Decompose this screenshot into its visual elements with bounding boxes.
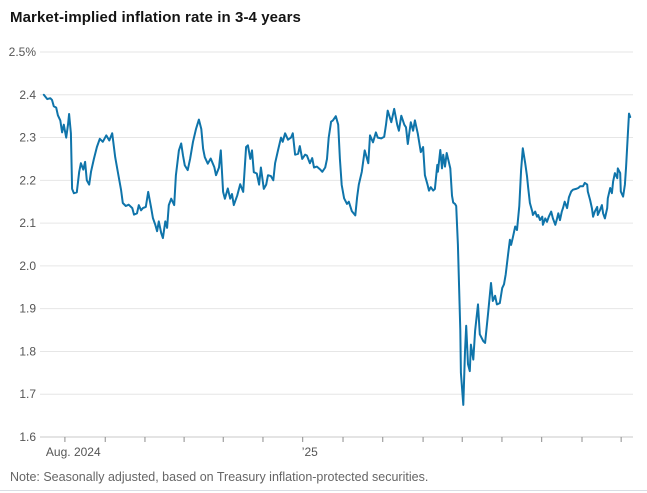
chart-canvas[interactable]: 2.5% 2.4 2.3 2.2 2.1 2.0 1.9 1.8 1.7 1.6 Aug. 2024… (0, 0, 647, 465)
bottom-divider (0, 490, 647, 491)
y-tick-label: 1.9 (19, 302, 36, 316)
y-tick-label: 2.0 (19, 259, 36, 273)
y-tick-label: 2.3 (19, 131, 36, 145)
x-axis-label: ’25 (302, 445, 318, 459)
y-tick-label: 1.8 (19, 344, 36, 358)
x-axis-label: Aug. 2024 (46, 445, 101, 459)
y-tick-label: 2.2 (19, 173, 36, 187)
y-tick-label: 1.6 (19, 430, 36, 444)
chart-note: Note: Seasonally adjusted, based on Trea… (10, 470, 429, 484)
series-line[interactable] (42, 93, 632, 406)
y-tick-label: 2.1 (19, 216, 36, 230)
y-tick-label: 2.5% (9, 45, 37, 59)
y-tick-label: 2.4 (19, 88, 36, 102)
chart-title: Market-implied inflation rate in 3-4 yea… (10, 9, 301, 26)
y-tick-label: 1.7 (19, 387, 36, 401)
